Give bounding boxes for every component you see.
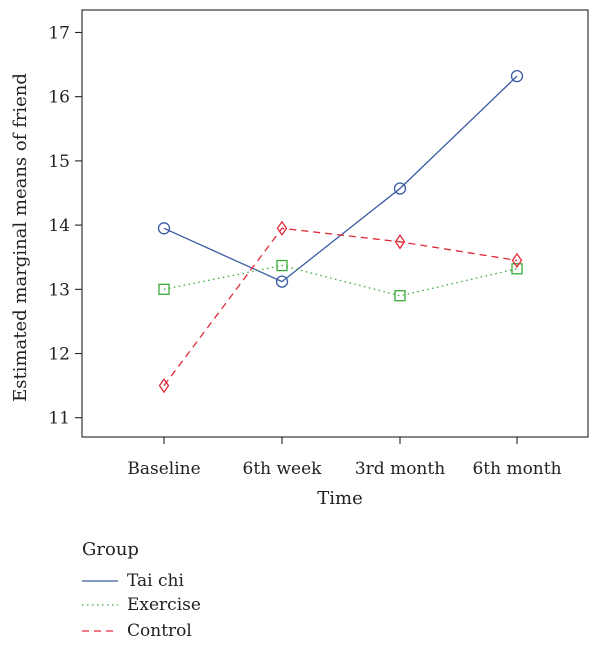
x-tick-label: 6th week bbox=[243, 459, 323, 479]
y-tick-label: 17 bbox=[48, 23, 70, 43]
series-line bbox=[164, 266, 517, 296]
series-line bbox=[164, 76, 517, 281]
x-axis-title: Time bbox=[317, 488, 362, 509]
x-tick-label: 3rd month bbox=[355, 459, 445, 479]
data-point bbox=[512, 264, 522, 274]
y-axis: 11 12 13 14 15 16 17 bbox=[48, 23, 82, 428]
legend-label: Control bbox=[127, 621, 192, 641]
legend-entry: Exercise bbox=[82, 595, 201, 615]
y-axis-title: Estimated marginal means of friend bbox=[10, 73, 31, 402]
y-tick-label: 16 bbox=[48, 88, 70, 108]
series-exercise bbox=[159, 261, 522, 301]
y-tick-label: 12 bbox=[48, 345, 70, 365]
legend-entry: Control bbox=[82, 621, 192, 641]
legend-entry: Tai chi bbox=[82, 571, 184, 591]
data-point bbox=[395, 291, 405, 301]
legend-label: Tai chi bbox=[127, 571, 184, 591]
legend: Group Tai chi Exercise Control bbox=[82, 539, 201, 641]
x-tick-label: Baseline bbox=[127, 459, 200, 479]
x-axis: Baseline 6th week 3rd month 6th month bbox=[127, 437, 561, 479]
series-tai-chi bbox=[159, 71, 523, 287]
x-tick-label: 6th month bbox=[472, 459, 561, 479]
legend-title: Group bbox=[82, 539, 139, 560]
y-tick-label: 15 bbox=[48, 152, 70, 172]
y-tick-label: 14 bbox=[48, 216, 70, 236]
y-tick-label: 13 bbox=[48, 280, 70, 300]
series-control bbox=[160, 222, 522, 392]
legend-label: Exercise bbox=[127, 595, 201, 615]
y-tick-label: 11 bbox=[48, 409, 70, 429]
series-layer bbox=[159, 71, 523, 392]
